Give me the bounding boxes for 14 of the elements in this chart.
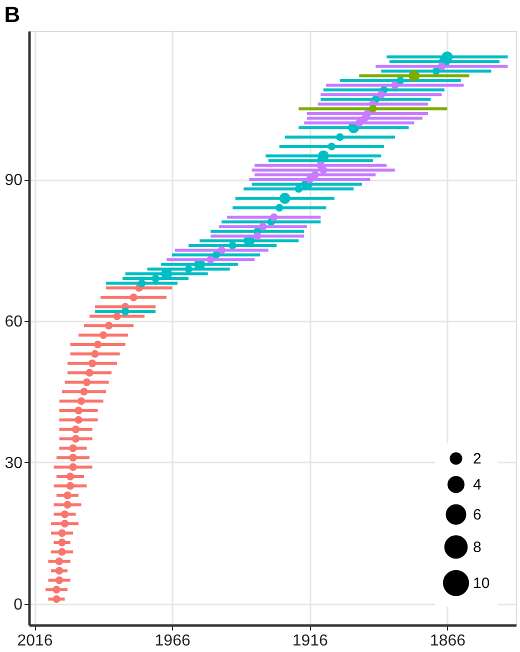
x-tick-label: 1866 — [430, 632, 466, 650]
legend-label: 6 — [473, 506, 482, 524]
legend-label: 8 — [473, 539, 482, 556]
chart-title: B — [4, 2, 20, 27]
legend-label: 10 — [473, 575, 490, 592]
y-tick-label: 0 — [14, 596, 23, 614]
y-tick-label: 60 — [4, 313, 23, 330]
y-tick-label: 90 — [4, 172, 23, 189]
x-tick-label: 2016 — [17, 632, 53, 650]
legend-label: 2 — [473, 450, 482, 468]
y-tick-label: 30 — [4, 454, 23, 472]
x-tick-label: 1966 — [154, 632, 190, 650]
legend-label: 4 — [473, 476, 482, 494]
x-tick-label: 1916 — [292, 632, 328, 650]
